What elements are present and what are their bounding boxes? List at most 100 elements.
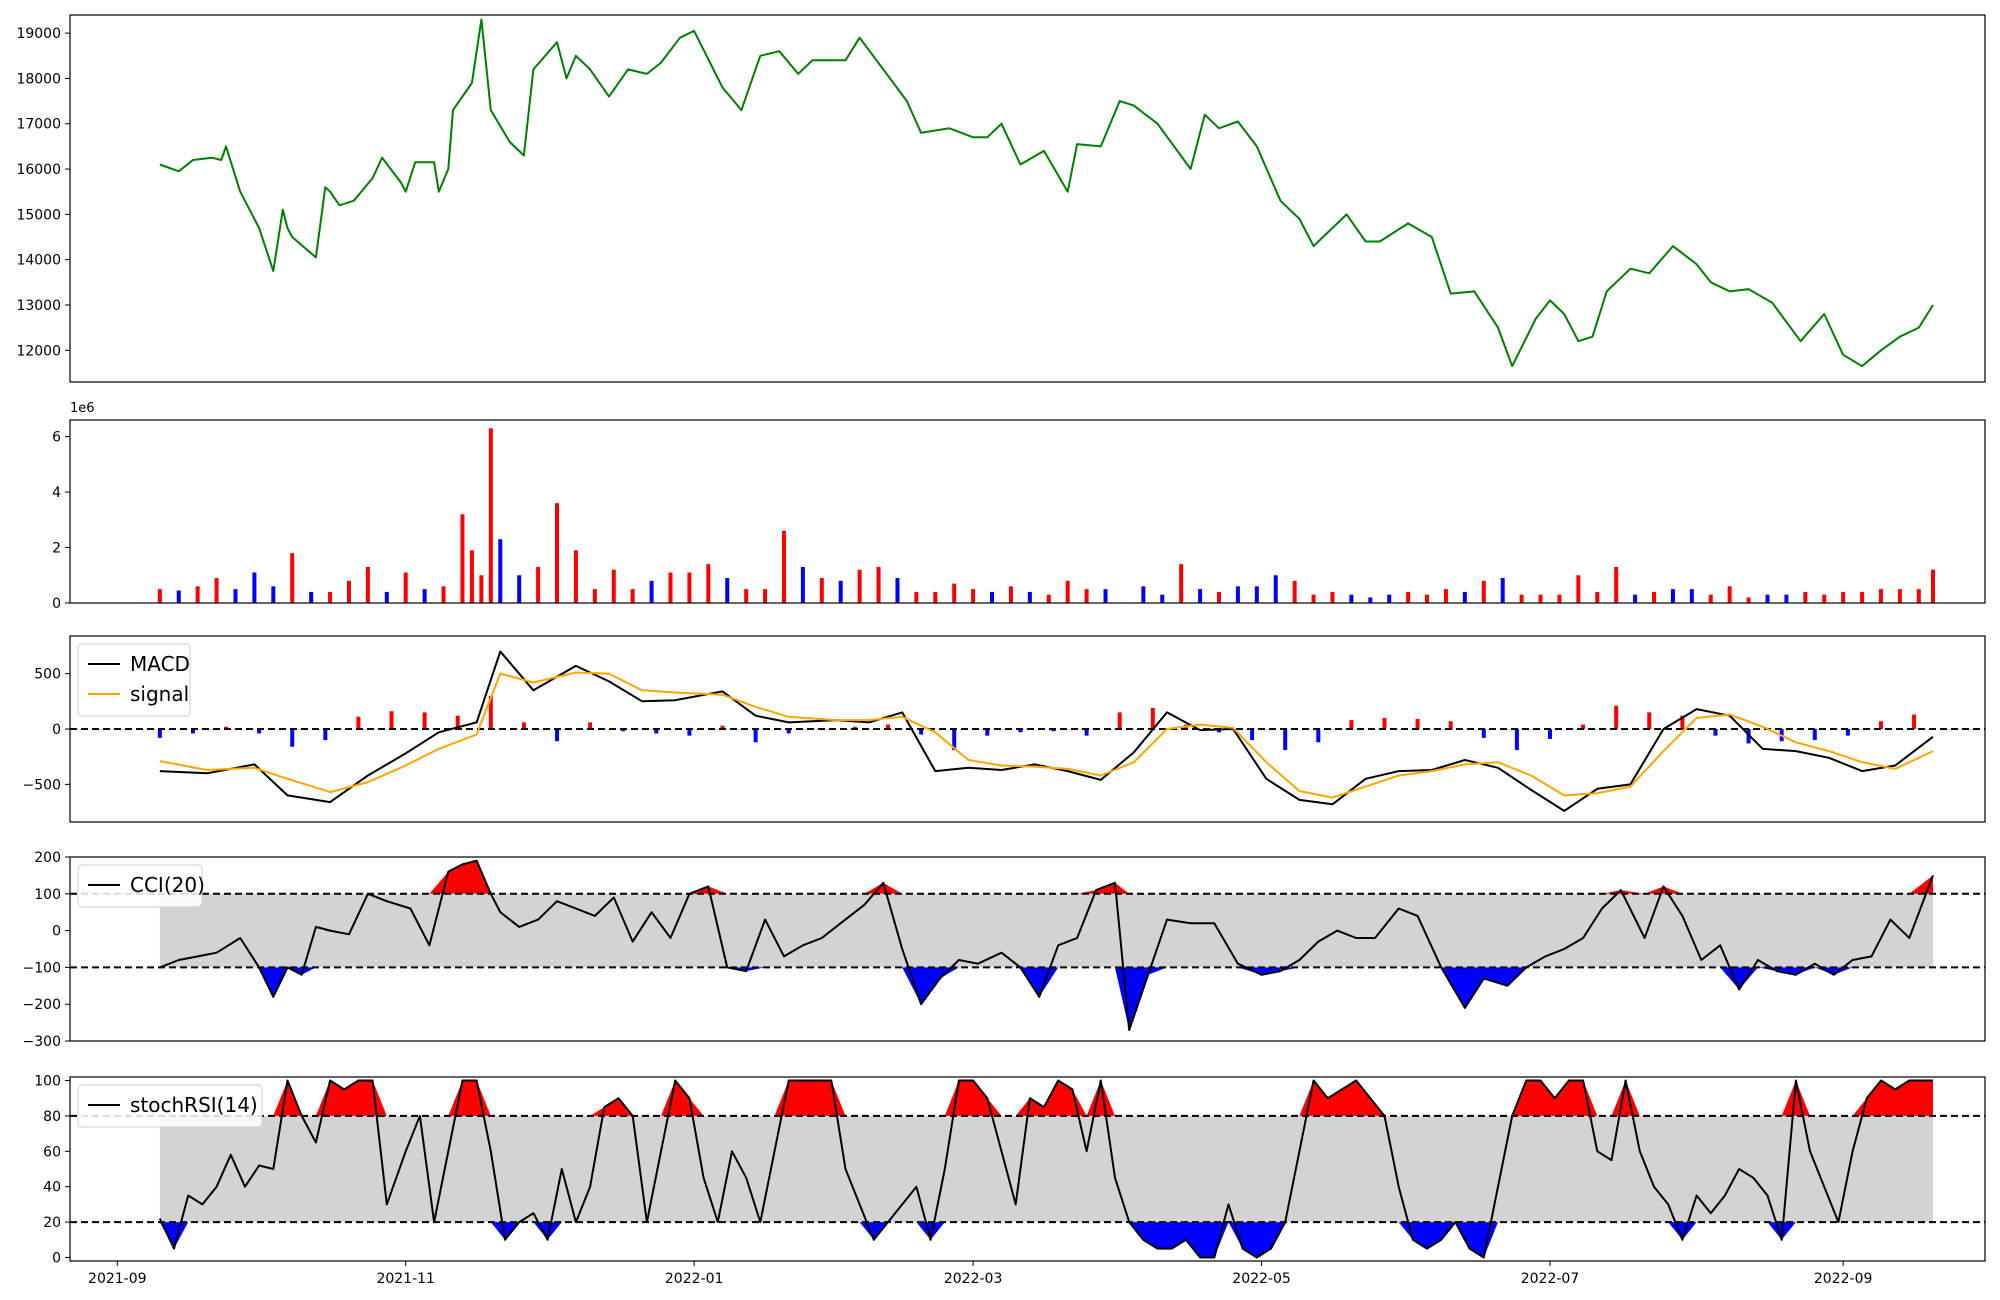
volume-bar: [469, 550, 474, 603]
y-tick-label: 6: [52, 430, 61, 446]
volume-bar: [630, 589, 635, 603]
volume-bar: [819, 578, 824, 603]
cci-legend: CCI(20): [77, 864, 205, 908]
x-tick-label: 2022-01: [665, 1271, 724, 1287]
macd-histogram-bar: [1647, 712, 1652, 729]
y-tick-label: 19000: [16, 26, 61, 42]
volume-bar: [592, 589, 597, 603]
macd-histogram-bar: [389, 711, 394, 729]
legend-label: CCI(20): [130, 873, 205, 897]
stochrsi-panel: 0 20 40 60 80 100 stochRSI(14): [34, 1074, 1986, 1266]
macd-histogram-bar: [1812, 729, 1817, 741]
volume-bar: [1179, 564, 1184, 603]
volume-bar: [1462, 591, 1467, 603]
volume-bar: [914, 591, 919, 603]
y-tick-label: 13000: [16, 298, 61, 314]
volume-bar: [1595, 591, 1600, 603]
volume-bar: [990, 591, 995, 603]
macd-histogram-bar: [257, 729, 262, 734]
volume-bar: [1292, 580, 1297, 603]
cci-axes-frame: [69, 856, 1986, 1042]
volume-bar: [1103, 589, 1108, 603]
volume-bar: [668, 572, 673, 603]
macd-histogram-bar: [555, 729, 560, 742]
volume-bar: [725, 578, 730, 603]
cci-overbought-fill: [159, 860, 1933, 894]
volume-panel: 0 2 4 6 1e6: [52, 401, 1986, 612]
macd-histogram-bar: [1316, 729, 1321, 743]
macd-histogram-bar: [985, 729, 990, 736]
macd-histogram-bar: [521, 722, 526, 729]
macd-histogram-bar: [356, 716, 361, 729]
volume-bar: [384, 591, 389, 603]
volume-bar: [365, 566, 370, 603]
y-tick-label: 18000: [16, 71, 61, 87]
macd-histogram-bar: [1481, 729, 1486, 738]
macd-histogram-bar: [720, 725, 725, 729]
y-tick-label: 4: [52, 485, 61, 501]
stochrsi-oversold-fill: [159, 1222, 1933, 1258]
volume-bar: [1160, 594, 1165, 603]
volume-bar: [214, 578, 219, 603]
volume-bar: [1141, 586, 1146, 603]
y-tick-label: −200: [23, 997, 61, 1013]
y-tick-label: 16000: [16, 162, 61, 178]
volume-bar: [1368, 597, 1373, 603]
volume-bar: [1746, 597, 1751, 603]
x-tick-label: 2022-09: [1814, 1271, 1873, 1287]
volume-bar: [328, 591, 333, 603]
legend-label: signal: [130, 682, 189, 706]
volume-bar: [517, 575, 522, 603]
macd-histogram-bar: [422, 712, 427, 729]
volume-bar: [441, 586, 446, 603]
volume-bar: [488, 428, 493, 603]
volume-bar: [346, 580, 351, 603]
y-tick-label: 0: [52, 1250, 61, 1266]
volume-bar: [1387, 594, 1392, 603]
volume-bar: [1708, 594, 1713, 603]
macd-histogram-bar: [753, 729, 758, 743]
volume-bar: [460, 514, 465, 603]
volume-bar: [1311, 594, 1316, 603]
macd-histogram-bar: [1547, 729, 1552, 739]
y-tick-label: 0: [52, 924, 61, 940]
volume-bar: [1765, 594, 1770, 603]
volume-bar: [1538, 594, 1543, 603]
y-tick-label: 500: [34, 667, 61, 683]
macd-histogram-bar: [224, 726, 229, 729]
x-tick-label: 2021-09: [88, 1271, 147, 1287]
macd-histogram-bar: [157, 729, 162, 738]
volume-bar: [1349, 594, 1354, 603]
volume-bar: [1198, 589, 1203, 603]
volume-bar: [1689, 589, 1694, 603]
cci-band: [159, 893, 1933, 968]
volume-bar: [1406, 591, 1411, 603]
y-tick-label: 14000: [16, 253, 61, 269]
volume-bar: [1443, 589, 1448, 603]
volume-bar: [895, 578, 900, 603]
y-tick-label: 80: [43, 1109, 61, 1125]
volume-bar: [1670, 589, 1675, 603]
y-tick-label: −500: [23, 777, 61, 793]
volume-bar: [611, 569, 616, 603]
macd-histogram-bar: [290, 729, 295, 747]
volume-bar: [857, 569, 862, 603]
volume-bar: [1084, 589, 1089, 603]
macd-legend: MACD signal: [77, 643, 191, 717]
volume-bar: [1930, 569, 1935, 603]
y-tick-label: 200: [34, 850, 61, 866]
macd-histogram-bar: [1514, 729, 1519, 751]
y-tick-label: 60: [43, 1144, 61, 1160]
y-tick-label: 100: [34, 1074, 61, 1090]
volume-bar: [1897, 589, 1902, 603]
volume-bar: [800, 566, 805, 603]
macd-panel: −500 0 500 MACD signal: [23, 635, 1986, 823]
macd-histogram-bar: [1680, 715, 1685, 729]
legend-box: [77, 643, 191, 717]
macd-histogram-bar: [1581, 724, 1586, 729]
volume-bar: [1425, 594, 1430, 603]
y-tick-label: 0: [52, 596, 61, 612]
stochrsi-axes-frame: [69, 1076, 1986, 1262]
x-axis: 2021-09 2021-11 2022-01 2022-03 2022-05 2022-…: [88, 1261, 1872, 1287]
